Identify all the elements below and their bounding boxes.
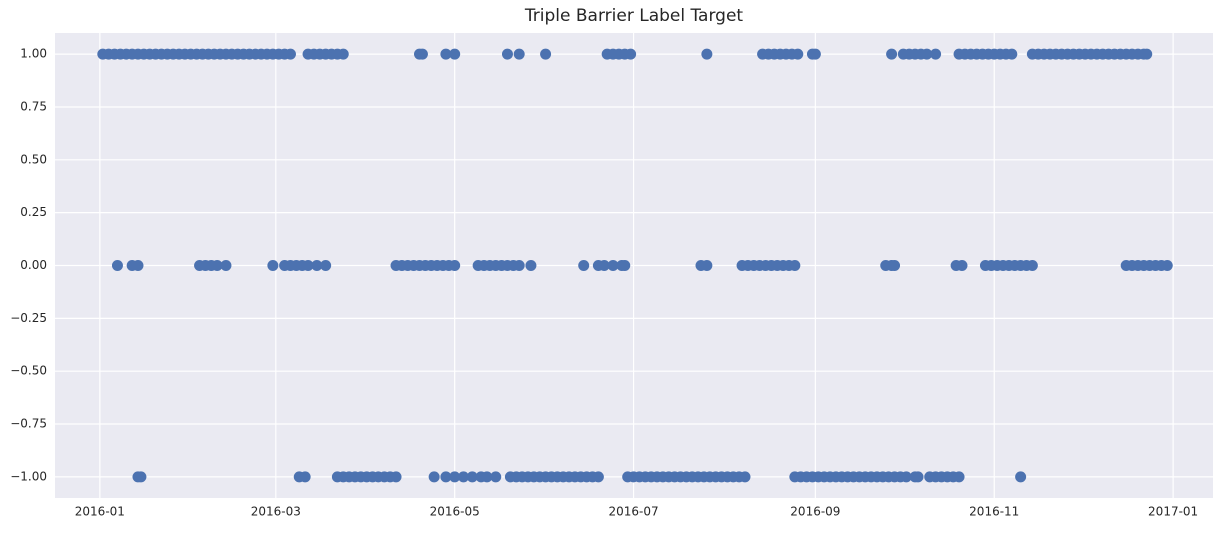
point <box>912 471 924 483</box>
y-tick-label: 0.25 <box>20 205 47 219</box>
x-tick-label: 2016-01 <box>75 505 125 519</box>
point <box>930 48 942 60</box>
point <box>337 48 349 60</box>
point <box>625 48 637 60</box>
point <box>267 260 279 271</box>
point <box>886 48 898 60</box>
point <box>701 260 713 271</box>
point <box>490 471 502 483</box>
y-tick-label: 0.75 <box>20 99 47 113</box>
y-tick-label: −0.50 <box>10 364 47 378</box>
point <box>302 260 314 271</box>
point <box>540 48 552 60</box>
point <box>900 471 912 483</box>
point <box>598 260 610 271</box>
y-tick-label: −1.00 <box>10 469 47 483</box>
point <box>440 471 452 483</box>
point <box>320 260 332 271</box>
point <box>513 48 525 60</box>
point <box>457 471 469 483</box>
point <box>211 260 223 271</box>
x-tick-label: 2016-09 <box>790 505 840 519</box>
point <box>921 48 933 60</box>
point <box>809 48 821 60</box>
x-tick-label: 2016-03 <box>251 505 301 519</box>
point <box>513 260 525 271</box>
point <box>889 260 901 271</box>
x-tick-label: 2016-07 <box>608 505 658 519</box>
y-tick-label: 0.50 <box>20 152 47 166</box>
y-tick-label: −0.25 <box>10 311 47 325</box>
point <box>701 48 713 60</box>
point <box>1141 48 1153 60</box>
point <box>619 260 631 271</box>
point <box>1015 471 1027 483</box>
point <box>299 471 311 483</box>
point <box>501 48 513 60</box>
point <box>311 260 323 271</box>
point <box>111 260 123 271</box>
point <box>1006 48 1018 60</box>
y-tick-label: 1.00 <box>20 47 47 61</box>
point <box>956 260 968 271</box>
x-tick-label: 2016-05 <box>430 505 480 519</box>
point <box>525 260 537 271</box>
point <box>466 471 478 483</box>
point <box>449 48 461 60</box>
point <box>792 48 804 60</box>
point <box>220 260 232 271</box>
point <box>284 48 296 60</box>
point <box>416 48 428 60</box>
point <box>789 260 801 271</box>
x-tick-label: 2017-01 <box>1148 505 1198 519</box>
y-tick-label: 0.00 <box>20 258 47 272</box>
point <box>440 48 452 60</box>
point <box>449 260 461 271</box>
point <box>607 260 619 271</box>
point <box>592 471 604 483</box>
x-tick-label: 2016-11 <box>969 505 1019 519</box>
point <box>449 471 461 483</box>
point <box>132 260 144 271</box>
point <box>739 471 751 483</box>
point <box>1026 260 1038 271</box>
chart-title: Triple Barrier Label Target <box>524 6 744 26</box>
point <box>578 260 590 271</box>
point <box>428 471 440 483</box>
point <box>1161 260 1173 271</box>
y-tick-label: −0.75 <box>10 417 47 431</box>
point <box>953 471 965 483</box>
point <box>135 471 147 483</box>
point <box>390 471 402 483</box>
point <box>481 471 493 483</box>
